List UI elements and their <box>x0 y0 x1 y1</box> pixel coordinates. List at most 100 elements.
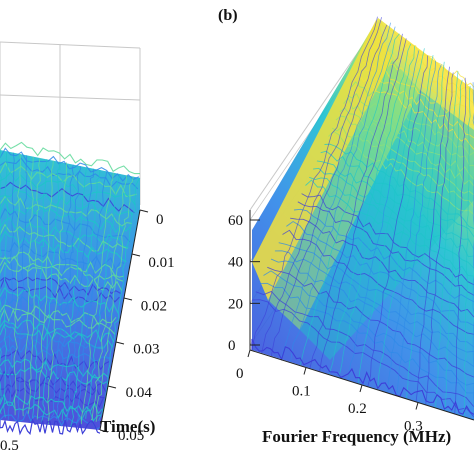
panel-a-mesh-line <box>32 159 48 418</box>
panel-a-mesh-line <box>0 409 101 430</box>
panel-a-mesh-line <box>0 199 132 234</box>
panel-a-mesh-line <box>61 166 88 422</box>
panel-a-mesh-line <box>0 261 123 291</box>
panel-a-mesh-line <box>0 217 129 249</box>
panel-b-mesh-line <box>396 64 442 396</box>
panel-a-mesh-line <box>13 153 22 416</box>
panel-b-x-tick-label: 0 <box>236 366 244 382</box>
panel-b-mesh-line <box>270 24 388 357</box>
panel-b-mesh-line <box>444 79 463 411</box>
panel-a-mesh-line <box>22 156 34 417</box>
panel-a-mesh-line <box>0 276 120 303</box>
panel-a-grid-line <box>0 41 141 49</box>
panel-b-mesh-line <box>338 46 415 378</box>
panel-b-mesh-line <box>305 179 474 277</box>
panel-a-surface <box>0 141 141 436</box>
panel-a-y-axis-line <box>99 209 141 431</box>
panel-a-mesh-line <box>47 162 68 425</box>
panel-a-mesh-line <box>0 294 118 320</box>
panel-b-mesh-line <box>301 193 474 286</box>
panel-b-mesh-line <box>472 82 474 421</box>
panel-a-y-tick-label: 0.03 <box>133 342 159 358</box>
panel-a: 0 0.01 0.02 0.03 0.04 0.05 0.5 Time(s) <box>0 41 175 454</box>
panel-b-mesh-line <box>263 270 474 386</box>
panel-a-mesh-line <box>0 387 104 409</box>
panel-b-mesh-line <box>320 150 474 238</box>
panel-b-mesh-line <box>299 33 400 366</box>
panel-b-surface-ridge <box>252 20 392 300</box>
panel-b-x-ticks: 0 0.1 0.2 0.3 <box>236 349 423 435</box>
panel-a-mesh-line <box>27 157 41 414</box>
panel-b-mesh-line <box>331 125 474 208</box>
panel-b-mesh-line <box>267 266 474 378</box>
panel-b-mesh-line <box>415 66 450 402</box>
panel-a-mesh-line <box>0 370 107 392</box>
panel-a-y-tick-label: 0.01 <box>148 255 174 271</box>
panel-a-mesh-line <box>55 165 82 420</box>
panel-a-y-tick-label: 0.02 <box>141 298 167 314</box>
panel-b-z-tick-label: 40 <box>228 255 243 271</box>
panel-b-mesh-line <box>290 217 474 318</box>
panel-a-mesh-line <box>0 343 111 362</box>
panel-b-mesh-line <box>328 43 412 375</box>
panel-a-mesh-line <box>0 401 102 422</box>
panel-b-mesh-line <box>362 61 474 126</box>
panel-b-mesh-line <box>316 160 474 250</box>
panel-b-mesh-line <box>319 38 407 372</box>
panel-a-mesh-line <box>0 319 115 343</box>
panel-a-mesh-line <box>66 168 94 422</box>
panel-b-mesh-line <box>290 26 396 363</box>
panel-b-mesh-line <box>259 282 474 394</box>
panel-a-mesh-line <box>0 255 124 282</box>
panel-b-label: (b) <box>218 7 238 24</box>
panel-b-x-tick-label: 0.3 <box>404 419 423 435</box>
panel-a-mesh-line <box>91 175 128 420</box>
panel-b-mesh-line <box>309 33 403 369</box>
panel-b-mesh-line <box>343 97 474 180</box>
panel-b-mesh-line <box>377 55 434 390</box>
panel-a-mesh-line <box>95 176 134 422</box>
panel-b-mesh-line <box>313 167 474 258</box>
panel-b-mesh-line <box>293 208 474 303</box>
panel-b-mesh-line <box>454 77 467 414</box>
panel-a-mesh-line <box>0 393 103 415</box>
panel-b-mesh-line <box>425 72 454 405</box>
panel-a-mesh-line <box>50 164 74 418</box>
panel-a-mesh-line <box>0 181 135 214</box>
panel-b-z-tick-label: 0 <box>228 338 236 354</box>
panel-b-mesh-line <box>282 229 474 335</box>
panel-b-x-tick-mark <box>247 349 251 358</box>
panel-a-axes <box>99 209 141 431</box>
panel-a-y-tick-label: 0 <box>156 212 164 228</box>
panel-b-mesh-line <box>386 60 436 393</box>
panel-a-y-tick-mark <box>131 253 141 257</box>
panel-a-y-axis-title: Time(s) <box>100 417 155 436</box>
panel-a-y-tick-label: 0.04 <box>126 385 153 401</box>
panel-b-mesh-line <box>406 61 445 399</box>
panel-b-x-tick-mark <box>359 384 363 393</box>
panel-a-y-tick-mark <box>99 429 109 433</box>
panel-b-mesh-line <box>348 50 420 381</box>
panel-a-y-tick-label: 0.05 <box>118 428 144 444</box>
panel-a-mesh-line <box>7 152 15 420</box>
panel-b-mesh-line <box>357 48 425 384</box>
panel-b-mesh-line <box>367 55 428 387</box>
panel-b-x-tick-mark <box>303 367 307 375</box>
panel-a-mesh-line <box>17 155 28 420</box>
panel-a-grid-line <box>0 94 141 101</box>
panel-a-mesh-line <box>0 241 126 271</box>
panel-a-edge-spikes <box>0 418 101 436</box>
panel-a-mesh-line <box>0 307 116 335</box>
panel-a-mesh-line <box>0 195 133 227</box>
panel-b-mesh-line <box>370 45 474 104</box>
panel-a-mesh-line <box>36 160 54 420</box>
panel-a-y-tick-mark <box>115 341 125 345</box>
panel-b-mesh-line <box>435 71 459 408</box>
panel-a-mesh-line <box>0 161 137 198</box>
panel-a-mesh-line <box>85 173 121 419</box>
panel-a-mesh-line <box>70 169 101 428</box>
panel-a-x-tick-label: 0.5 <box>0 438 19 454</box>
panel-a-mesh-line <box>0 230 127 263</box>
panel-a-mesh-line <box>41 161 61 423</box>
